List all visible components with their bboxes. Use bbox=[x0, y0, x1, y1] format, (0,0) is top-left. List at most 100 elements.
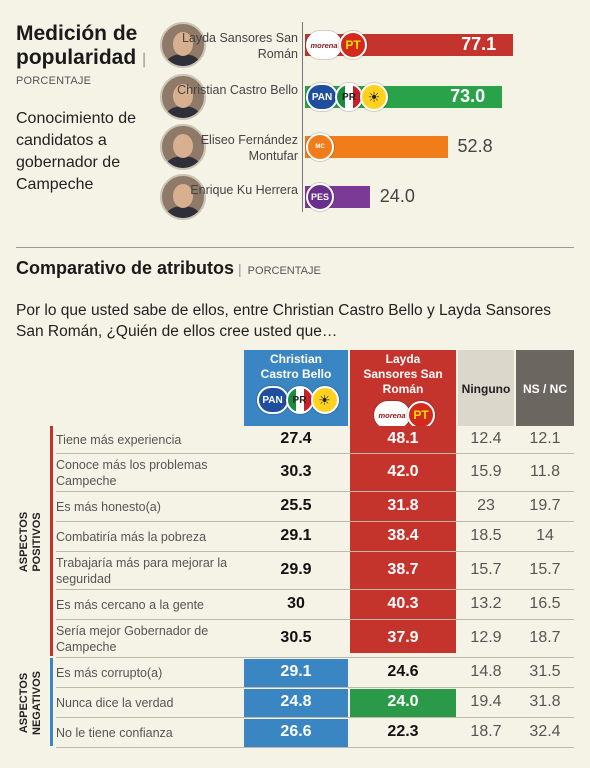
cell-value: 18.7 bbox=[470, 723, 502, 740]
party-logos: morena PT bbox=[306, 31, 367, 59]
row-label: Trabajaría más para mejorar la seguridad bbox=[56, 556, 228, 586]
party-logos: PES bbox=[306, 183, 334, 211]
row-label: Combatiría más la pobreza bbox=[56, 530, 207, 544]
party-logo-pan: PAN bbox=[306, 83, 338, 111]
cell-value: 29.1 bbox=[280, 663, 312, 680]
cell-value: 26.6 bbox=[280, 723, 312, 740]
cell-value: 32.4 bbox=[529, 723, 561, 740]
photo-body bbox=[166, 206, 200, 218]
cell-value: 48.1 bbox=[387, 430, 419, 447]
candidate-name: Christian Castro Bello bbox=[177, 83, 298, 97]
column-header: Layda Sansores San Román morena PT bbox=[350, 350, 456, 429]
group-bar bbox=[50, 426, 53, 656]
photo-face bbox=[173, 32, 193, 56]
party-logos: MC bbox=[306, 133, 334, 161]
column-header: Ninguno bbox=[458, 350, 514, 426]
cell-value: 22.3 bbox=[387, 723, 419, 740]
cell-value: 30.5 bbox=[280, 629, 312, 646]
row-label: No le tiene confianza bbox=[56, 726, 173, 740]
candidate-photo bbox=[160, 74, 206, 120]
row-divider bbox=[56, 657, 574, 658]
party-logos: PAN PR ☀ bbox=[306, 83, 388, 111]
photo-body bbox=[166, 106, 200, 118]
cell-value: 15.7 bbox=[529, 561, 561, 578]
group-label: ASPECTOS NEGATIVOS bbox=[14, 658, 48, 748]
cell-value: 14.8 bbox=[470, 663, 502, 680]
party-logo-morena: morena bbox=[306, 31, 342, 59]
row-divider bbox=[56, 747, 574, 748]
party-logo-pan: PAN bbox=[256, 386, 289, 414]
popularity-subtitle: Conocimiento de candidatos a gobernador … bbox=[16, 110, 137, 193]
photo-body bbox=[166, 156, 200, 168]
popularity-title: Medición de popularidad | bbox=[16, 22, 156, 72]
candidate-photo bbox=[160, 22, 206, 68]
row-label: Conoce más los problemas Campeche bbox=[56, 458, 208, 488]
column-header: NS / NC bbox=[516, 350, 574, 426]
layda-column-bg bbox=[350, 426, 456, 653]
cell-value: 38.4 bbox=[387, 527, 419, 544]
popularity-value: 24.0 bbox=[379, 186, 415, 206]
cell-value: 12.9 bbox=[470, 629, 502, 646]
row-label: Es más honesto(a) bbox=[56, 500, 161, 514]
party-logos: morena PT bbox=[374, 401, 435, 429]
column-header-label: NS / NC bbox=[522, 381, 567, 396]
cell-value: 37.9 bbox=[387, 629, 419, 646]
column-header-label: Layda Sansores San Román bbox=[363, 352, 443, 396]
candidate-row: Layda Sansores San Román bbox=[158, 20, 590, 68]
attributes-title: Comparativo de atributos | PORCENTAJE bbox=[16, 258, 321, 279]
cell-value: 31.8 bbox=[387, 497, 419, 514]
party-logo-mc: MC bbox=[306, 133, 334, 161]
attributes-question: Por lo que usted sabe de ellos, entre Ch… bbox=[16, 302, 552, 340]
candidate-name: Enrique Ku Herrera bbox=[190, 183, 298, 197]
candidate-row: Eliseo Fernández Montufar bbox=[158, 122, 590, 170]
cell-value: 18.7 bbox=[529, 629, 561, 646]
cell-value: 12.4 bbox=[470, 430, 502, 447]
party-logo-prd: ☀ bbox=[360, 83, 388, 111]
cell-value: 25.5 bbox=[280, 497, 312, 514]
popularity-unit: PORCENTAJE bbox=[16, 75, 92, 87]
row-divider bbox=[56, 551, 574, 552]
party-logo-pt: PT bbox=[407, 401, 435, 429]
party-logo-pt: PT bbox=[339, 31, 367, 59]
cell-value: 27.4 bbox=[280, 430, 312, 447]
popularity-title-text: Medición de popularidad bbox=[16, 22, 138, 69]
column-header-label: Christian Castro Bello bbox=[260, 352, 332, 381]
layda-highlight-cell-bg bbox=[350, 689, 456, 717]
cell-value: 18.5 bbox=[470, 527, 502, 544]
popularity-value: 52.8 bbox=[457, 136, 493, 156]
photo-face bbox=[173, 84, 193, 108]
cell-value: 12.1 bbox=[529, 430, 561, 447]
popularity-value: 73.0 bbox=[450, 86, 486, 106]
cell-value: 15.9 bbox=[470, 463, 502, 480]
cell-value: 11.8 bbox=[530, 463, 560, 480]
candidate-photo bbox=[160, 174, 206, 220]
row-divider bbox=[56, 453, 574, 454]
photo-face bbox=[173, 184, 193, 208]
popularity-bar bbox=[305, 136, 448, 158]
cell-value: 38.7 bbox=[387, 561, 419, 578]
row-divider bbox=[56, 521, 574, 522]
row-divider bbox=[56, 687, 574, 688]
row-divider bbox=[56, 619, 574, 620]
row-label: Es más cercano a la gente bbox=[56, 598, 204, 612]
attributes-title-text: Comparativo de atributos bbox=[16, 258, 235, 278]
cell-value: 29.9 bbox=[280, 561, 312, 578]
cell-value: 19.7 bbox=[529, 497, 561, 514]
column-header: Christian Castro Bello PAN PR ☀ bbox=[244, 350, 348, 426]
attributes-unit: PORCENTAJE bbox=[247, 265, 321, 277]
cell-value: 31.5 bbox=[529, 663, 561, 680]
group-label-text: ASPECTOS POSITIVOS bbox=[18, 511, 43, 573]
column-header-label: Ninguno bbox=[461, 381, 511, 396]
row-label: Nunca dice la verdad bbox=[56, 696, 174, 710]
cell-value: 40.3 bbox=[387, 595, 419, 612]
row-divider bbox=[56, 491, 574, 492]
candidate-name: Layda Sansores San Román bbox=[181, 31, 298, 61]
party-logo-pes: PES bbox=[306, 183, 334, 211]
candidate-row: Christian Castro Bello bbox=[158, 72, 590, 120]
group-bar bbox=[50, 658, 53, 746]
cell-value: 24.8 bbox=[280, 693, 312, 710]
cell-value: 29.1 bbox=[280, 527, 312, 544]
party-logo-morena: morena bbox=[374, 401, 410, 429]
cell-value: 30 bbox=[287, 595, 305, 612]
candidate-photo bbox=[160, 124, 206, 170]
